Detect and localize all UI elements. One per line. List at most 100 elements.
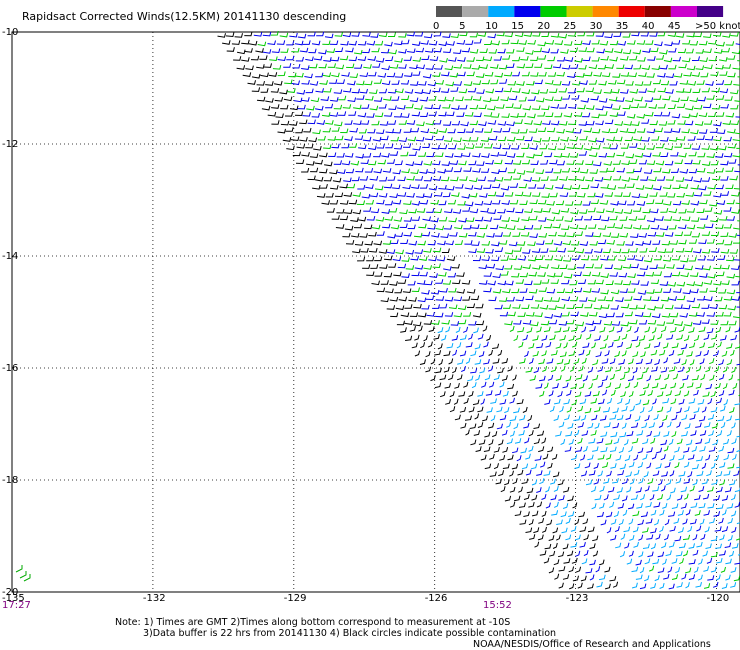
wind-barb	[428, 40, 438, 46]
wind-barb	[425, 295, 435, 301]
wind-barb	[649, 32, 658, 37]
wind-barb	[659, 526, 664, 533]
wind-barb	[432, 104, 441, 110]
wind-barb	[659, 225, 669, 231]
wind-barb	[668, 296, 677, 301]
wind-barb	[275, 113, 284, 119]
wind-barb	[605, 119, 614, 125]
wind-barb	[591, 414, 598, 421]
wind-barb	[648, 104, 658, 109]
wind-barb	[718, 304, 728, 310]
lat-tick-label: -18	[2, 475, 18, 486]
wind-barb	[561, 80, 571, 86]
lat-tick-label: -10	[2, 27, 18, 38]
wind-barb	[590, 486, 597, 493]
wind-barb	[583, 127, 592, 133]
wind-barb	[522, 334, 528, 341]
wind-barb	[681, 128, 690, 134]
wind-barb	[522, 264, 531, 269]
wind-barb	[655, 463, 662, 469]
wind-barb	[586, 105, 595, 110]
wind-barb	[557, 232, 567, 237]
wind-barb	[527, 256, 537, 262]
wind-barb	[733, 239, 740, 244]
wind-barb	[628, 358, 634, 365]
wind-barb	[314, 176, 324, 182]
wind-barb	[671, 342, 679, 349]
wind-barb	[439, 391, 446, 398]
wind-barb	[328, 152, 337, 158]
wind-barb	[572, 341, 578, 348]
wind-barb	[715, 311, 724, 317]
wind-barb	[492, 273, 502, 279]
wind-barb	[541, 105, 550, 111]
wind-barb	[268, 72, 278, 77]
wind-barb	[464, 201, 474, 207]
longitude-labels: -135 -132 -129 -126 -123 -120	[2, 593, 729, 604]
wind-barb	[699, 199, 708, 205]
wind-barb	[657, 72, 666, 78]
wind-barb	[333, 89, 343, 94]
wind-barb	[736, 449, 740, 453]
wind-barb	[456, 288, 465, 294]
wind-barb	[525, 469, 532, 476]
wind-barb	[312, 184, 321, 190]
wind-barb	[434, 64, 443, 70]
wind-barb	[421, 231, 431, 237]
wind-barb	[577, 192, 586, 198]
wind-barb	[553, 312, 563, 318]
wind-barb	[472, 167, 481, 173]
wind-barb	[475, 143, 484, 148]
wind-barb	[557, 479, 564, 486]
wind-barb	[353, 104, 362, 110]
wind-barb	[736, 306, 740, 308]
wind-barb	[411, 287, 420, 293]
wind-barb	[423, 160, 433, 166]
wind-barb	[528, 271, 537, 277]
wind-barb	[348, 56, 358, 62]
wind-barb	[454, 414, 461, 421]
wind-barb	[543, 382, 549, 389]
wind-barb	[313, 145, 322, 151]
wind-barb	[541, 136, 551, 142]
wind-barb	[700, 72, 709, 78]
wind-barb	[477, 391, 484, 397]
wind-barb	[522, 319, 532, 325]
wind-barb	[493, 127, 502, 133]
wind-barb	[371, 120, 380, 126]
wind-barb	[398, 296, 408, 302]
wind-barb	[394, 40, 403, 46]
wind-barb	[323, 144, 332, 150]
wind-barb	[387, 233, 396, 239]
wind-barb	[726, 199, 735, 205]
wind-barb	[681, 573, 687, 580]
wind-barb	[642, 208, 651, 214]
wind-barb	[414, 350, 421, 357]
wind-barb	[349, 73, 359, 79]
wind-barb	[402, 143, 412, 148]
wind-barb	[549, 192, 558, 198]
wind-barb	[620, 533, 626, 540]
wind-barb	[580, 454, 586, 461]
wind-barb	[683, 71, 692, 77]
wind-barb	[534, 151, 543, 157]
wind-barb	[690, 129, 699, 135]
wind-barb	[277, 128, 286, 134]
wind-barb	[333, 160, 342, 165]
wind-barb	[597, 381, 604, 388]
wind-barb	[405, 249, 415, 255]
wind-barb	[731, 209, 740, 214]
lat-tick-label: -12	[2, 139, 18, 150]
colorbar-label: 5	[459, 21, 465, 32]
wind-barb	[625, 97, 634, 103]
wind-barb	[444, 137, 453, 143]
wind-barb	[484, 40, 493, 45]
wind-barb	[442, 192, 451, 198]
wind-barb	[632, 49, 642, 55]
wind-barb	[261, 105, 271, 111]
wind-barb	[686, 382, 694, 388]
colorbar-segment	[462, 6, 489, 17]
wind-barb	[727, 143, 737, 149]
wind-barb	[635, 241, 644, 246]
wind-barb	[617, 398, 623, 405]
